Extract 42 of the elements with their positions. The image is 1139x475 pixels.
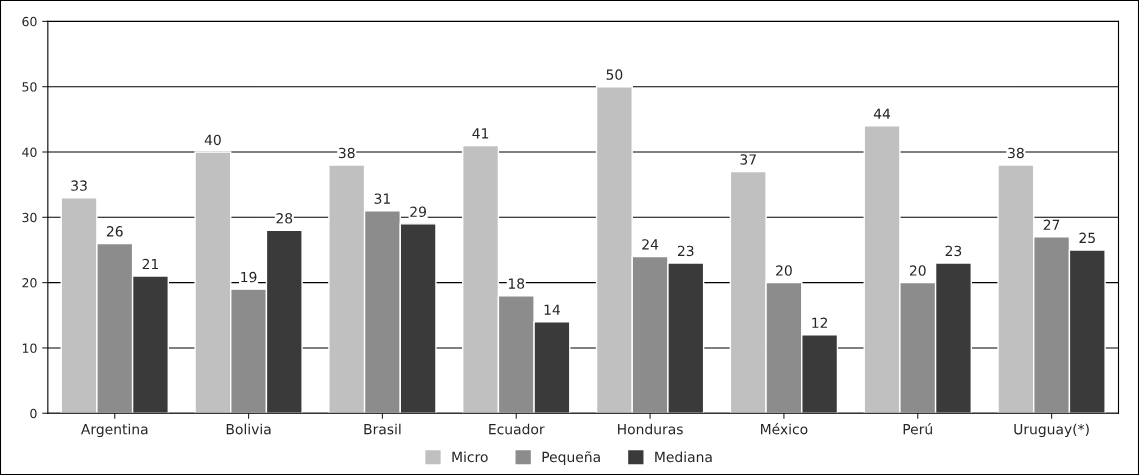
data-label: 21 [142,258,158,270]
x-tick-label: Honduras [618,423,683,435]
data-label: 28 [276,213,293,224]
data-label: 25 [1079,232,1095,244]
data-label: 14 [544,304,560,315]
data-label: 20 [909,265,926,276]
data-label: 41 [472,128,489,139]
data-label: 24 [642,239,659,250]
data-label: 23 [677,245,694,257]
y-tick-label: 0 [30,408,37,419]
y-tick-label: 60 [22,16,37,27]
data-label: 27 [1043,219,1060,230]
data-label: 23 [945,245,962,257]
data-label: 37 [740,154,756,165]
legend-label: Pequeña [542,451,600,465]
data-label: 38 [338,147,355,159]
y-tick-label: 40 [22,147,37,157]
y-tick-label: 50 [22,82,37,92]
data-label: 40 [204,134,221,146]
y-tick-label: 30 [22,212,37,223]
data-label: 31 [374,193,390,204]
data-label: 12 [812,317,828,328]
data-label: 38 [1008,147,1024,159]
x-tick-label: Argentina [80,423,148,438]
data-label: 44 [873,108,891,119]
x-tick-label: Ecuador [489,423,545,435]
legend-label: Micro [452,451,488,463]
data-label: 33 [71,180,87,191]
data-label: 19 [241,271,257,283]
x-tick-label: Perú [903,423,932,435]
x-tick-label: México [761,423,808,435]
data-label: 29 [410,206,426,217]
y-tick-label: 10 [22,343,37,353]
data-label: 18 [508,278,525,289]
x-tick-label: Brasil [364,423,401,435]
data-label: 50 [606,69,623,80]
x-tick-label: Bolivia [226,423,271,435]
data-label: 26 [106,226,123,237]
data-label: 20 [776,265,792,276]
y-tick-label: 20 [22,278,37,288]
legend-label: Mediana [655,451,712,463]
x-tick-label: Uruguay(*) [1014,423,1089,438]
